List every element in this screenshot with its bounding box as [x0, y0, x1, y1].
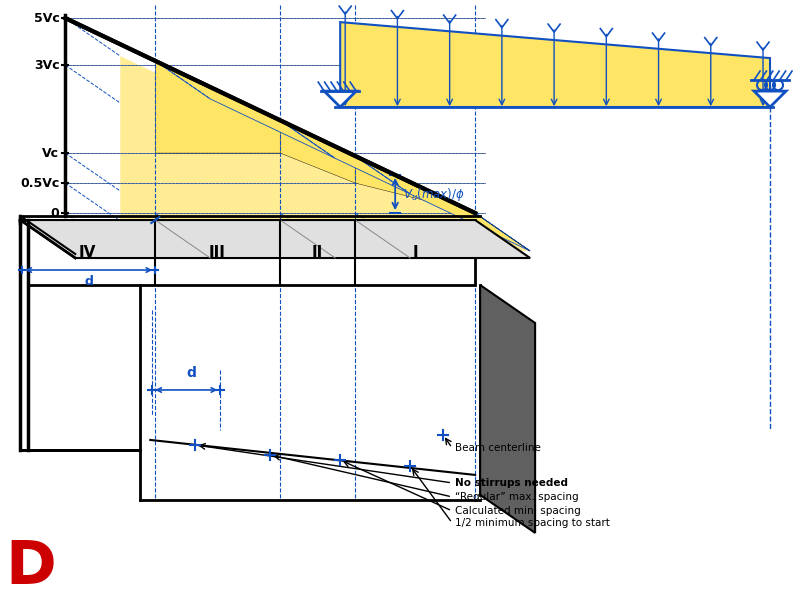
Text: d: d	[186, 366, 196, 380]
Polygon shape	[280, 120, 410, 194]
Polygon shape	[355, 156, 530, 251]
Polygon shape	[754, 91, 786, 107]
Text: III: III	[209, 245, 226, 260]
Polygon shape	[120, 56, 530, 251]
Text: I: I	[412, 245, 418, 260]
Text: D: D	[5, 539, 56, 597]
Polygon shape	[280, 120, 355, 183]
Text: Beam centerline: Beam centerline	[455, 443, 541, 453]
Text: 5Vc: 5Vc	[34, 12, 59, 24]
Text: II: II	[311, 245, 323, 260]
Polygon shape	[480, 285, 535, 533]
Text: IV: IV	[78, 245, 96, 260]
Text: No stirrups needed: No stirrups needed	[455, 478, 568, 488]
Polygon shape	[355, 156, 475, 213]
Text: $V_u(max)/\phi$: $V_u(max)/\phi$	[403, 185, 465, 203]
Polygon shape	[155, 61, 280, 153]
Text: 1/2 minimum spacing to start: 1/2 minimum spacing to start	[455, 518, 610, 528]
Text: “Regular” max. spacing: “Regular” max. spacing	[455, 492, 578, 502]
Text: Vc: Vc	[42, 146, 59, 160]
Polygon shape	[340, 22, 770, 107]
Text: Calculated min. spacing: Calculated min. spacing	[455, 506, 581, 516]
Polygon shape	[155, 61, 335, 159]
Polygon shape	[20, 220, 475, 285]
Text: d: d	[84, 275, 94, 288]
Polygon shape	[20, 220, 28, 450]
Text: 0: 0	[50, 207, 59, 220]
Polygon shape	[475, 213, 530, 251]
Polygon shape	[324, 91, 356, 107]
Text: 3Vc: 3Vc	[34, 59, 59, 71]
Polygon shape	[20, 220, 530, 258]
Text: 0.5Vc: 0.5Vc	[20, 176, 59, 190]
